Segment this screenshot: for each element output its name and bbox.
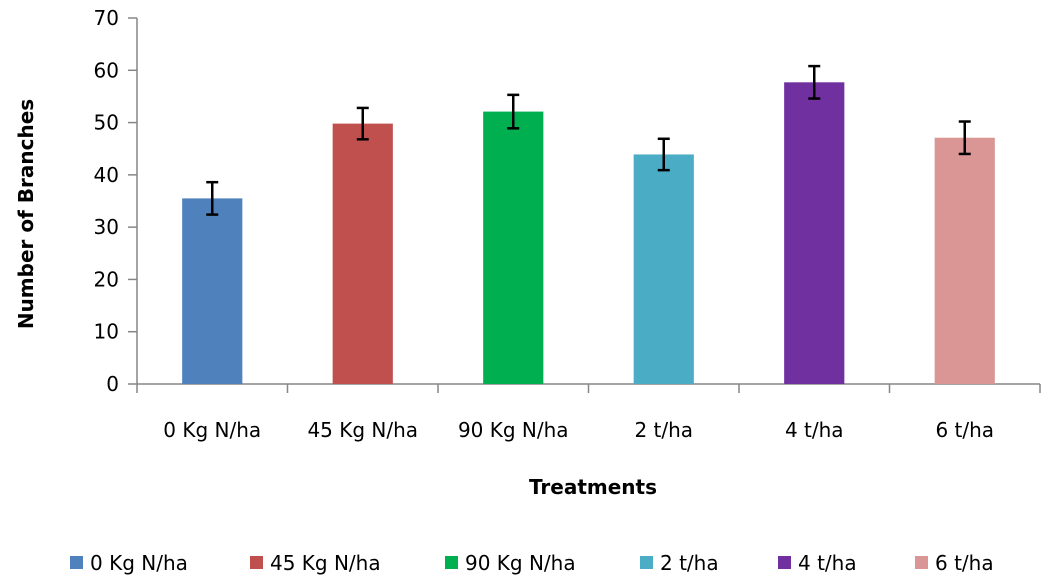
y-axis-title: Number of Branches — [14, 99, 38, 329]
x-tick-label: 4 t/ha — [785, 418, 844, 442]
error-bars — [206, 64, 971, 216]
y-tick-label: 70 — [94, 6, 119, 30]
y-tick-label: 40 — [94, 163, 119, 187]
y-tick-label: 60 — [94, 58, 119, 82]
bar — [934, 137, 995, 384]
legend-label: 6 t/ha — [935, 551, 994, 575]
legend-label: 2 t/ha — [660, 551, 719, 575]
legend-label: 90 Kg N/ha — [465, 551, 576, 575]
legend-swatch — [778, 556, 791, 569]
x-tick-label: 90 Kg N/ha — [458, 418, 569, 442]
x-axis-title: Treatments — [529, 475, 657, 499]
legend-label: 4 t/ha — [798, 551, 857, 575]
legend: 0 Kg N/ha 45 Kg N/ha 90 Kg N/ha 2 t/ha 4 t/h… — [70, 551, 994, 575]
y-tick-label: 30 — [94, 215, 119, 239]
y-tick-label: 20 — [94, 267, 119, 291]
x-axis — [136, 383, 1041, 393]
bar — [332, 123, 393, 385]
y-tick-label: 10 — [94, 320, 119, 344]
bar — [182, 198, 243, 384]
legend-label: 45 Kg N/ha — [270, 551, 381, 575]
y-axis: 0 10 20 30 40 50 60 70 — [94, 6, 138, 396]
x-tick-label: 6 t/ha — [935, 418, 994, 442]
x-tick-label: 45 Kg N/ha — [307, 418, 418, 442]
bars — [182, 82, 995, 385]
legend-swatch — [70, 556, 83, 569]
x-tick-label: 2 t/ha — [634, 418, 693, 442]
x-tick-label: 0 Kg N/ha — [163, 418, 261, 442]
bar — [784, 82, 845, 384]
legend-label: 0 Kg N/ha — [90, 551, 188, 575]
y-tick-label: 0 — [106, 372, 119, 396]
legend-swatch — [915, 556, 928, 569]
legend-swatch — [640, 556, 653, 569]
bar — [483, 111, 544, 384]
legend-swatch — [445, 556, 458, 569]
x-tick-labels: 0 Kg N/ha 45 Kg N/ha 90 Kg N/ha 2 t/ha 4 t/h… — [163, 418, 994, 442]
y-tick-label: 50 — [94, 111, 119, 135]
legend-swatch — [250, 556, 263, 569]
bar — [633, 154, 694, 384]
